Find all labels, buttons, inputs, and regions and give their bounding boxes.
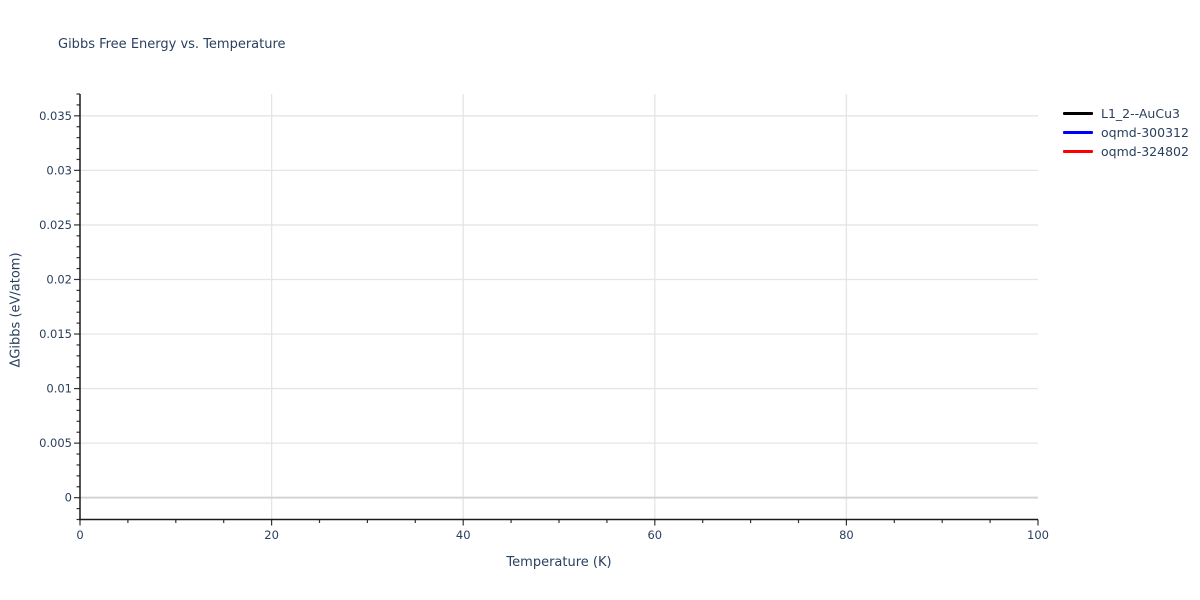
- x-tick-label: 100: [1027, 528, 1049, 542]
- y-tick-label: 0: [65, 491, 72, 505]
- legend-label: oqmd-324802: [1101, 144, 1189, 159]
- chart-title: Gibbs Free Energy vs. Temperature: [58, 37, 286, 52]
- legend: L1_2--AuCu3 oqmd-300312 oqmd-324802: [1063, 104, 1189, 161]
- y-tick-label: 0.005: [39, 436, 72, 450]
- legend-item[interactable]: oqmd-300312: [1063, 123, 1189, 142]
- y-tick-label: 0.035: [39, 109, 72, 123]
- legend-item[interactable]: L1_2--AuCu3: [1063, 104, 1189, 123]
- y-axis-title-text: ΔGibbs (eV/atom): [8, 252, 24, 368]
- x-tick-label: 40: [456, 528, 471, 542]
- x-tick-label: 60: [647, 528, 662, 542]
- legend-line-swatch: [1063, 112, 1093, 115]
- y-tick-label: 0.025: [39, 218, 72, 232]
- y-tick-label: 0.015: [39, 327, 72, 341]
- legend-line-swatch: [1063, 150, 1093, 153]
- legend-label: L1_2--AuCu3: [1101, 106, 1180, 121]
- x-tick-label: 20: [264, 528, 279, 542]
- legend-item[interactable]: oqmd-324802: [1063, 142, 1189, 161]
- y-tick-label: 0.03: [46, 163, 72, 177]
- y-tick-label: 0.02: [46, 272, 72, 286]
- x-tick-label: 80: [839, 528, 854, 542]
- y-tick-label: 0.01: [46, 382, 72, 396]
- legend-label: oqmd-300312: [1101, 125, 1189, 140]
- x-axis-title: Temperature (K): [506, 555, 612, 570]
- x-tick-label: 0: [76, 528, 83, 542]
- legend-line-swatch: [1063, 131, 1093, 134]
